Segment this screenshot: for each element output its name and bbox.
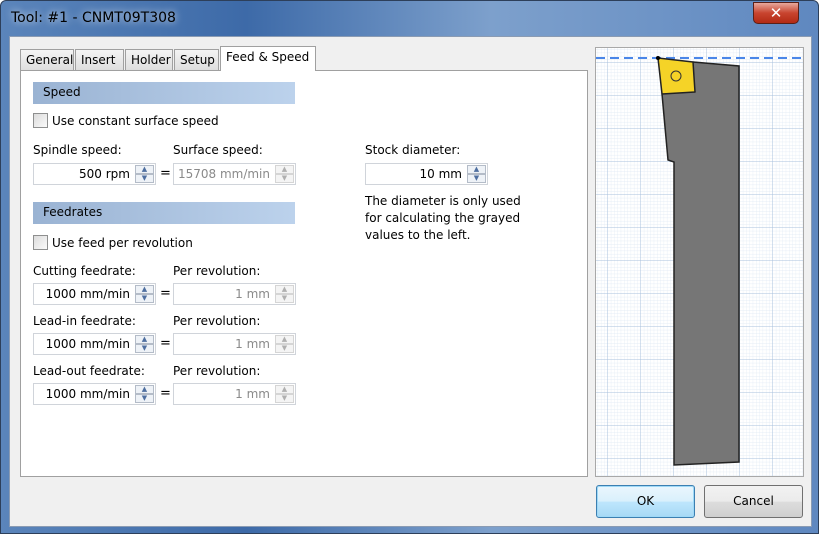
spin-down-button[interactable]: ▼: [135, 174, 154, 183]
feed-per-rev-label: Use feed per revolution: [52, 235, 193, 250]
spin-down-button[interactable]: ▼: [467, 174, 486, 183]
stock-diameter-input[interactable]: 10 mm ▲ ▼: [365, 163, 488, 185]
leadout-feedrate-input[interactable]: 1000 mm/min ▲ ▼: [33, 383, 156, 405]
tool-tip-point: [656, 56, 660, 60]
cutting-feedrate-input[interactable]: 1000 mm/min ▲ ▼: [33, 283, 156, 305]
spindle-speed-input[interactable]: 500 rpm ▲ ▼: [33, 163, 156, 185]
stock-note: The diameter is only used for calculatin…: [365, 194, 521, 242]
leadout-per-rev-input: 1 mm ▲ ▼: [173, 383, 296, 405]
stock-diameter-label: Stock diameter:: [365, 143, 461, 157]
per-rev-label: Per revolution:: [173, 264, 261, 278]
feedrates-header: Feedrates: [33, 202, 295, 224]
spin-up-button[interactable]: ▲: [467, 165, 486, 174]
tool-preview-canvas: [596, 48, 803, 476]
tab-holder[interactable]: Holder: [125, 49, 173, 70]
speed-header: Speed: [33, 82, 295, 104]
close-button[interactable]: ✕: [753, 2, 799, 24]
equals-sign: =: [160, 166, 171, 181]
close-icon: ✕: [769, 4, 783, 22]
equals-sign: =: [160, 286, 171, 301]
leadin-per-rev-input: 1 mm ▲ ▼: [173, 333, 296, 355]
constant-surface-label: Use constant surface speed: [52, 113, 219, 128]
tool-preview: [595, 47, 804, 477]
window-title: Tool: #1 - CNMT09T308: [11, 10, 176, 26]
cancel-button[interactable]: Cancel: [704, 485, 803, 518]
cutting-feedrate-label: Cutting feedrate:: [33, 264, 136, 278]
constant-surface-checkbox[interactable]: Use constant surface speed: [33, 113, 219, 128]
per-rev-label: Per revolution:: [173, 314, 261, 328]
tab-general[interactable]: General: [20, 49, 74, 70]
dialog-client: General Insert Holder Setup Feed & Speed…: [9, 36, 812, 527]
feed-per-rev-checkbox[interactable]: Use feed per revolution: [33, 235, 193, 250]
leadin-feedrate-input[interactable]: 1000 mm/min ▲ ▼: [33, 333, 156, 355]
insert-shape: [657, 57, 696, 95]
spindle-speed-label: Spindle speed:: [33, 143, 122, 157]
surface-speed-label: Surface speed:: [173, 143, 263, 157]
equals-sign: =: [160, 336, 171, 351]
cutting-per-rev-input: 1 mm ▲ ▼: [173, 283, 296, 305]
feed-speed-panel: Speed Use constant surface speed Spindle…: [20, 70, 588, 477]
tab-setup[interactable]: Setup: [174, 49, 219, 70]
spin-up-button[interactable]: ▲: [135, 165, 154, 174]
per-rev-label: Per revolution:: [173, 364, 261, 378]
equals-sign: =: [160, 386, 171, 401]
leadin-feedrate-label: Lead-in feedrate:: [33, 314, 136, 328]
leadout-feedrate-label: Lead-out feedrate:: [33, 364, 145, 378]
ok-button[interactable]: OK: [596, 485, 695, 518]
tab-feed-speed[interactable]: Feed & Speed: [220, 46, 316, 71]
surface-speed-input: 15708 mm/min ▲ ▼: [173, 163, 296, 185]
insert-hole: [670, 70, 682, 82]
holder-shape: [661, 61, 740, 466]
tab-insert[interactable]: Insert: [75, 49, 124, 70]
